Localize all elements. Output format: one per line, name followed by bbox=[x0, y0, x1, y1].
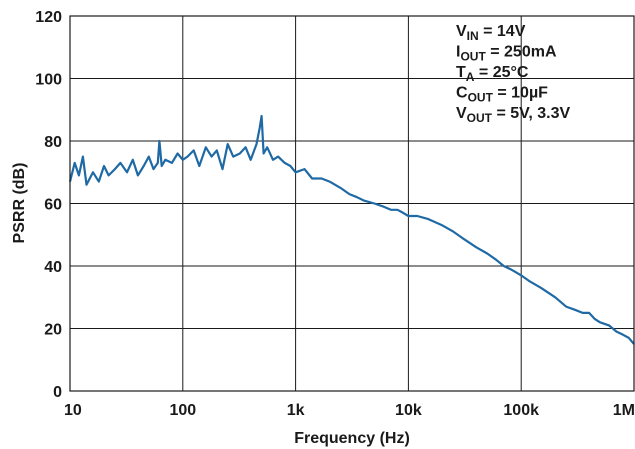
psrr-series-line-0 bbox=[68, 114, 635, 345]
y-tick-label: 80 bbox=[44, 134, 62, 151]
x-tick-labels: 10 100 1k 10k 100k 1M bbox=[64, 402, 635, 419]
y-tick-label: 0 bbox=[53, 384, 62, 401]
y-tick-label: 120 bbox=[35, 9, 62, 26]
x-axis-title: Frequency (Hz) bbox=[294, 430, 410, 447]
grid-layer bbox=[69, 15, 635, 392]
condition-line: VOUT = 5V, 3.3V bbox=[456, 105, 570, 125]
x-tick-label: 10 bbox=[64, 402, 82, 419]
plot-frame bbox=[69, 15, 635, 392]
x-tick-label: 100 bbox=[169, 402, 196, 419]
condition-line: TA = 25°C bbox=[456, 64, 529, 84]
series-layer bbox=[68, 114, 635, 345]
x-tick-label: 1M bbox=[613, 402, 635, 419]
y-tick-labels: 0 20 40 60 80 100 120 bbox=[35, 9, 62, 401]
x-tick-label: 1k bbox=[287, 402, 305, 419]
condition-line: IOUT = 250mA bbox=[456, 44, 557, 64]
condition-line: COUT = 10µF bbox=[456, 85, 548, 105]
y-tick-label: 20 bbox=[44, 322, 62, 339]
y-tick-label: 100 bbox=[35, 72, 62, 89]
x-tick-label: 10k bbox=[395, 402, 422, 419]
y-tick-label: 60 bbox=[44, 197, 62, 214]
condition-line: VIN = 14V bbox=[456, 23, 526, 43]
x-tick-label: 100k bbox=[503, 402, 539, 419]
y-tick-label: 40 bbox=[44, 259, 62, 276]
y-axis-title: PSRR (dB) bbox=[11, 163, 28, 244]
